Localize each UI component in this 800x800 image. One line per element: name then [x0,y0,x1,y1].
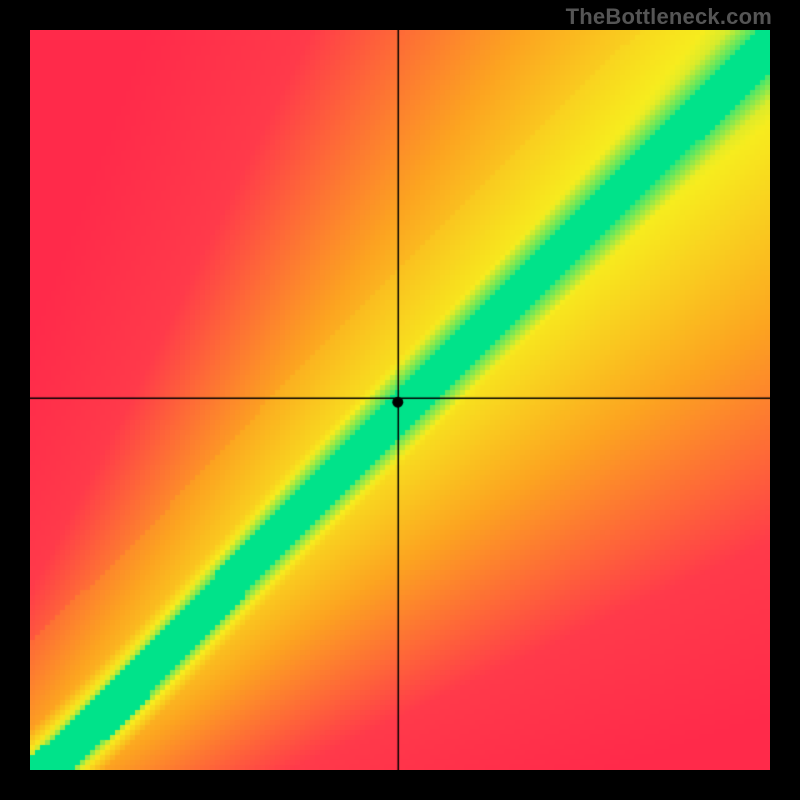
heatmap-canvas [30,30,770,770]
watermark-text: TheBottleneck.com [566,4,772,30]
chart-container: TheBottleneck.com [0,0,800,800]
